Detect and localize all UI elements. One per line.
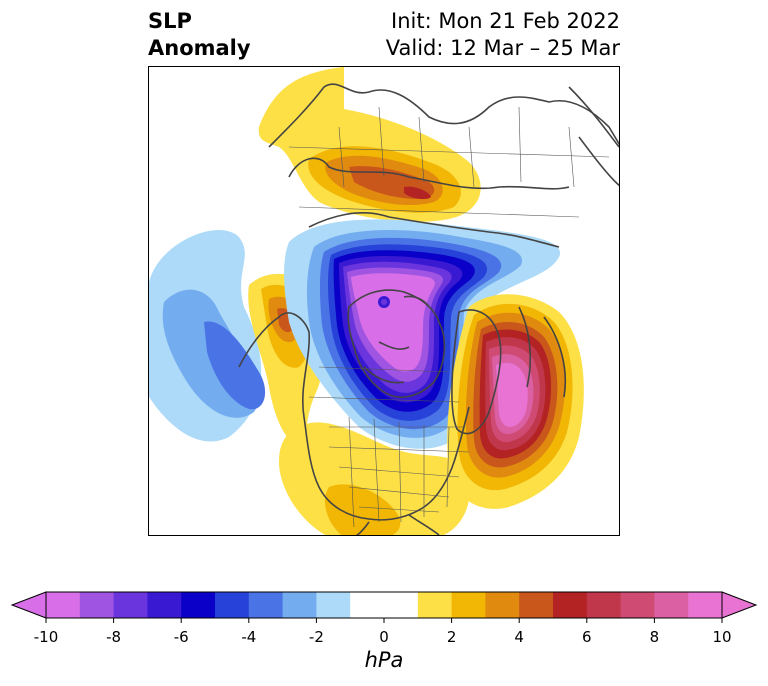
colorbar-max-arrow bbox=[721, 591, 758, 619]
colorbar-cell bbox=[46, 592, 81, 618]
colorbar-tick-label: 2 bbox=[447, 628, 457, 646]
title-line-slp: SLP bbox=[148, 9, 192, 33]
date-info: Init: Mon 21 Feb 2022 Valid: 12 Mar – 25… bbox=[386, 8, 620, 62]
colorbar-tick-label: -8 bbox=[106, 628, 121, 646]
map-title: SLP Anomaly bbox=[148, 8, 251, 62]
colorbar-tick-label: -10 bbox=[34, 628, 59, 646]
colorbar-ticks: -10 -8 -6 -4 -2 0 2 4 6 8 10 bbox=[34, 618, 732, 646]
colorbar-tick-label: 8 bbox=[650, 628, 660, 646]
colorbar-tick-label: 6 bbox=[582, 628, 592, 646]
title-line-anomaly: Anomaly bbox=[148, 36, 251, 60]
colorbar-tick-label: -2 bbox=[309, 628, 324, 646]
colorbar-cell bbox=[384, 592, 419, 618]
siberia-high-anomaly bbox=[258, 67, 481, 222]
colorbar-cell bbox=[553, 592, 588, 618]
colorbar: -10 -8 -6 -4 -2 0 2 4 6 8 10 bbox=[10, 591, 758, 646]
slp-anomaly-map bbox=[149, 67, 619, 535]
colorbar-cell bbox=[654, 592, 689, 618]
colorbar-tick-label: 0 bbox=[379, 628, 389, 646]
colorbar-cell bbox=[451, 592, 486, 618]
colorbar-cell bbox=[350, 592, 385, 618]
colorbar-tick-label: 4 bbox=[514, 628, 524, 646]
colorbar-cell bbox=[215, 592, 250, 618]
colorbar-cell bbox=[113, 592, 148, 618]
colorbar-cell bbox=[147, 592, 182, 618]
north-atlantic-high-anomaly bbox=[447, 294, 584, 509]
political-borders bbox=[288, 106, 610, 528]
colorbar-cell bbox=[248, 592, 284, 618]
colorbar-cell bbox=[181, 592, 216, 618]
init-date: Init: Mon 21 Feb 2022 bbox=[391, 9, 620, 33]
colorbar-cell bbox=[485, 592, 520, 618]
colorbar-cell bbox=[282, 592, 317, 618]
colorbar-cell bbox=[519, 592, 554, 618]
colorbar-cell bbox=[417, 592, 453, 618]
map-panel bbox=[148, 66, 620, 536]
colorbar-tick-label: -6 bbox=[174, 628, 189, 646]
north-pacific-low-anomaly bbox=[149, 229, 266, 442]
colorbar-tick-label: 10 bbox=[712, 628, 731, 646]
colorbar-cell bbox=[79, 592, 115, 618]
coastlines bbox=[238, 83, 619, 535]
colorbar-cells bbox=[45, 591, 723, 619]
colorbar-extend-min bbox=[10, 591, 47, 619]
valid-date-range: Valid: 12 Mar – 25 Mar bbox=[385, 36, 620, 60]
colorbar-cell bbox=[316, 592, 351, 618]
colorbar-cell bbox=[586, 592, 622, 618]
conus-high-anomaly bbox=[279, 422, 470, 535]
colorbar-tick-label: -4 bbox=[241, 628, 256, 646]
colorbar-cell bbox=[620, 592, 655, 618]
colorbar-extend-max bbox=[721, 591, 758, 619]
colorbar-min-arrow bbox=[10, 591, 47, 619]
colorbar-cell bbox=[688, 592, 723, 618]
colorbar-units-label: hPa bbox=[364, 648, 404, 672]
